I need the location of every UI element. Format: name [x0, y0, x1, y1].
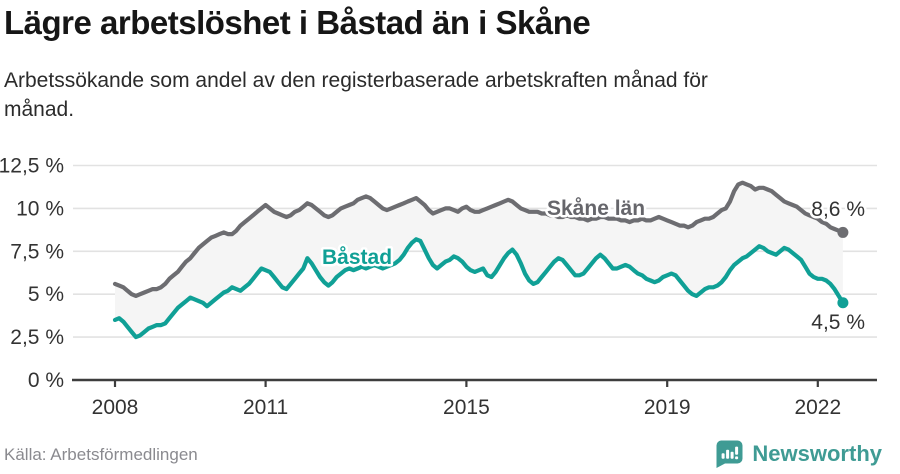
y-tick-label-7,5%: 7,5 % [10, 240, 64, 263]
y-tick-label-5%: 5 % [28, 283, 64, 306]
end-dot-skane-lan [837, 226, 849, 238]
source-attribution: Källa: Arbetsförmedlingen [4, 445, 198, 464]
y-tick-label-2,5%: 2,5 % [10, 326, 64, 349]
end-value-label-skane-lan: 8,6 % [811, 198, 865, 221]
y-tick-label-0%: 0 % [28, 369, 64, 392]
chart-subtitle: Arbetssökande som andel av den registerb… [4, 66, 708, 124]
series-line-skane-lan [112, 180, 846, 298]
y-tick-label-10%: 10 % [16, 197, 64, 220]
series-line-bastad [112, 237, 846, 340]
end-value-label-bastad: 4,5 % [811, 311, 865, 334]
page-title: Lägre arbetslöshet i Båstad än i Skåne [4, 4, 591, 41]
x-tick-label-2019: 2019 [644, 396, 691, 419]
chart-subtitle-line-2: månad. [4, 98, 75, 121]
bar-chart-speech-bubble-icon [716, 440, 743, 468]
newsworthy-brand: Newsworthy [714, 439, 882, 469]
series-label-skane-lan: Skåne län [547, 197, 645, 220]
x-tick-label-2011: 2011 [243, 396, 288, 419]
end-dot-bastad [837, 297, 849, 309]
series-label-bastad: Båstad [322, 246, 392, 269]
chart-subtitle-line-1: Arbetssökande som andel av den registerb… [4, 69, 708, 92]
band-between-series [115, 182, 843, 338]
x-tick-label-2008: 2008 [92, 396, 139, 419]
y-tick-label-12,5%: 12,5 % [0, 155, 64, 178]
x-tick-label-2015: 2015 [443, 396, 490, 419]
brand-name: Newsworthy [752, 441, 882, 466]
x-tick-label-2022: 2022 [794, 396, 841, 419]
